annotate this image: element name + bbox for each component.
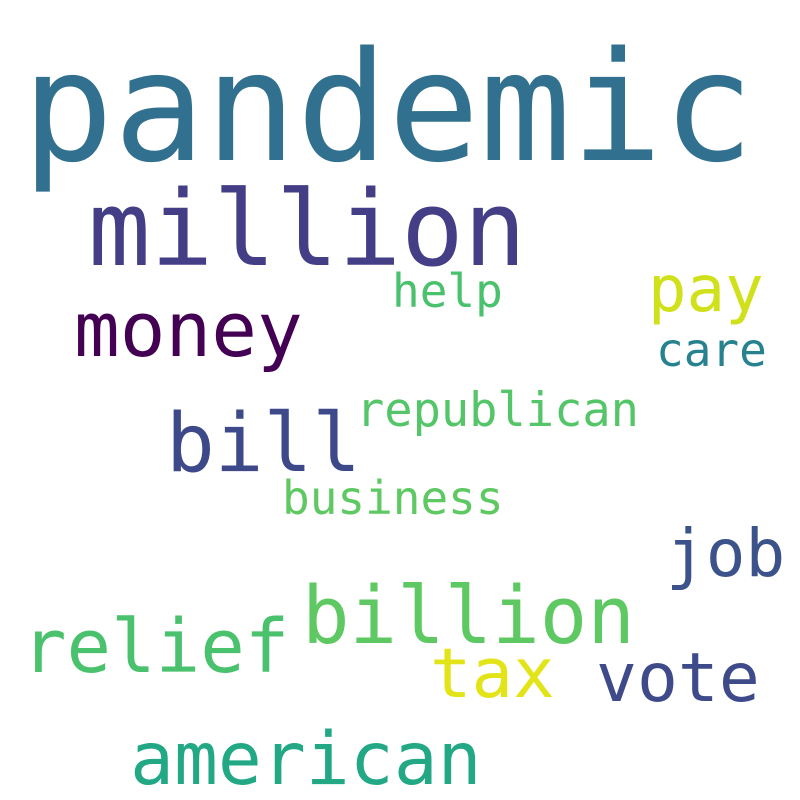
word-american: american: [130, 717, 482, 800]
word-vote: vote: [596, 639, 760, 718]
word-pandemic: pandemic: [22, 19, 755, 196]
word-relief: relief: [22, 604, 290, 690]
word-business: business: [282, 471, 504, 525]
word-republican: republican: [356, 383, 639, 438]
word-money: money: [74, 285, 303, 374]
word-tax: tax: [430, 634, 555, 714]
word-million: million: [88, 168, 527, 290]
word-bill: bill: [166, 397, 362, 491]
word-billion: billion: [302, 570, 635, 662]
word-help: help: [392, 264, 503, 318]
word-pay: pay: [648, 253, 764, 327]
word-job: job: [666, 515, 786, 592]
word-care: care: [656, 323, 767, 377]
